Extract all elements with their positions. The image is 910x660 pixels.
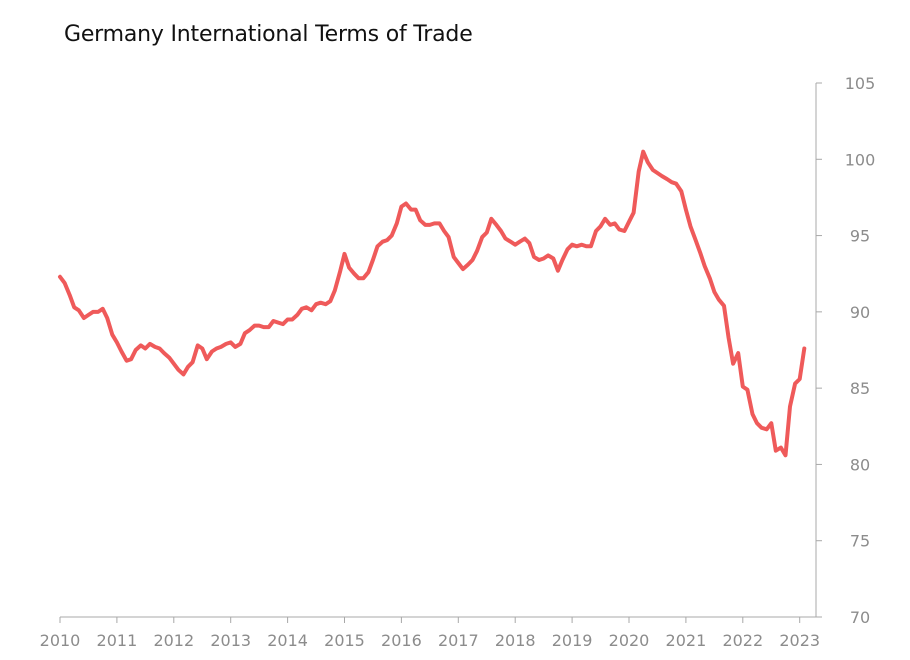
x-tick-label: 2017 [438,631,479,650]
x-tick-label: 2023 [779,631,820,650]
x-tick-label: 2012 [153,631,194,650]
series-layer [58,149,807,458]
chart-title: Germany International Terms of Trade [64,22,473,47]
y-tick-label: 75 [850,532,870,551]
x-tick-label: 2014 [267,631,308,650]
x-tick-label: 2021 [666,631,707,650]
x-tick-label: 2020 [609,631,650,650]
y-tick-label: 90 [850,303,870,322]
series-line [58,149,807,458]
x-tick-label: 2022 [722,631,763,650]
x-axis: 2010 2011 2012 2013 2014 2015 2016 2017 2018 2019… [40,616,820,650]
x-tick-label: 2010 [40,631,81,650]
x-tick-label: 2011 [97,631,138,650]
x-tick-label: 2013 [210,631,251,650]
x-tick-label: 2015 [324,631,365,650]
y-tick-label: 105 [845,74,876,93]
y-tick-label: 85 [850,379,870,398]
y-axis: 70 75 80 85 90 95 100 105 [815,74,876,627]
y-tick-label: 95 [850,227,870,246]
x-tick-label: 2018 [495,631,536,650]
y-tick-label: 100 [845,150,876,169]
x-tick-label: 2019 [552,631,593,650]
y-tick-label: 80 [850,455,870,474]
x-tick-label: 2016 [381,631,422,650]
y-tick-label: 70 [850,608,870,627]
